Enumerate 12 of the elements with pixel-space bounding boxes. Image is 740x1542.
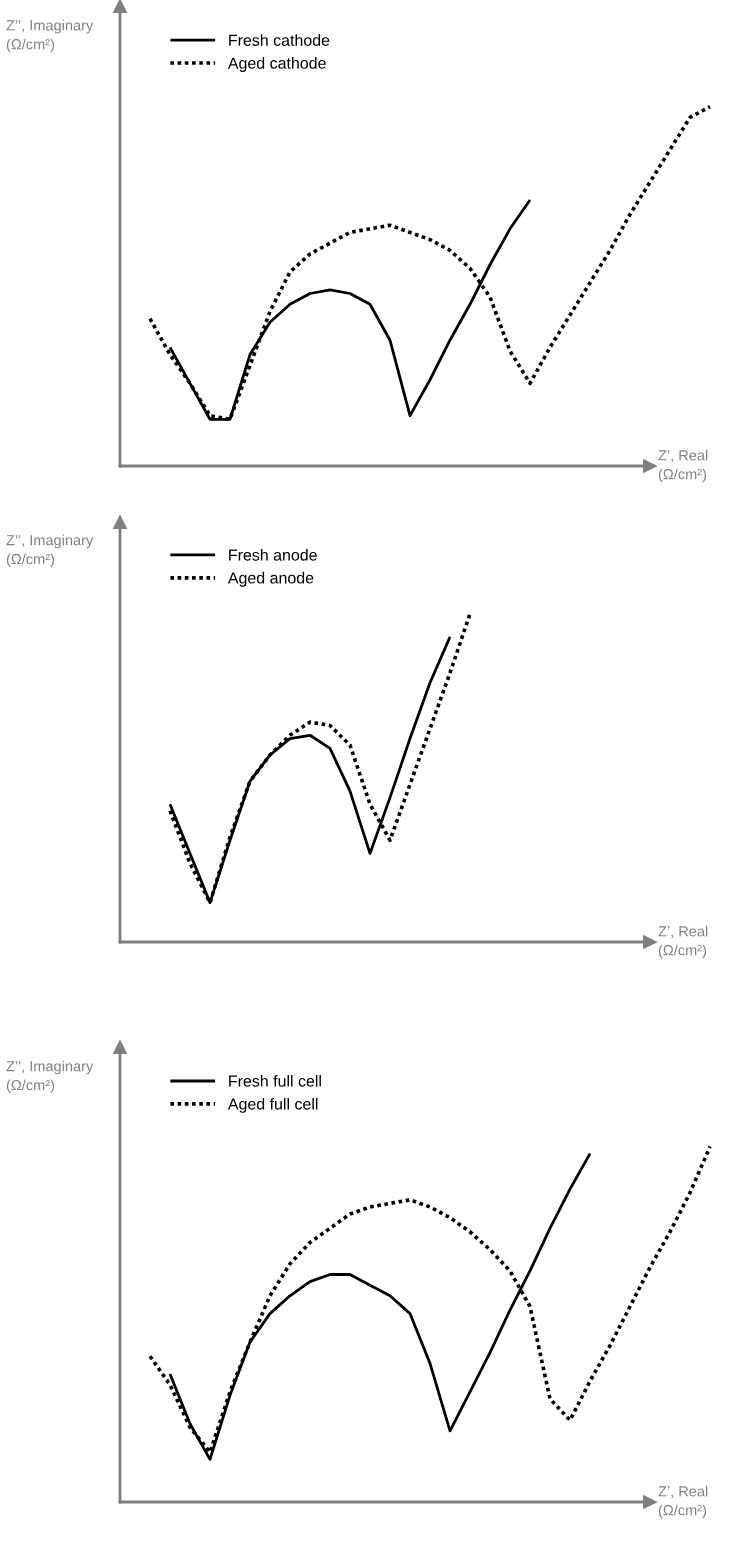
legend-label: Aged anode xyxy=(227,571,314,587)
legend-label: Aged cathode xyxy=(227,57,326,72)
y-axis-title: Z’’, Imaginary (Ω/cm²) xyxy=(6,19,94,53)
legend-label: Fresh cathode xyxy=(229,34,330,46)
x-axis-title: Z’, Real (Ω/cm²) xyxy=(658,449,708,483)
y-axis-title: Z’’, Imaginary (Ω/cm²) xyxy=(6,1060,94,1094)
y-axis-title: Z’’, Imaginary (Ω/cm²) xyxy=(6,534,94,568)
legend-label: Fresh full cell xyxy=(229,1075,321,1087)
legend-label: Aged full cell xyxy=(227,1097,318,1113)
legend-label: Fresh anode xyxy=(229,548,317,561)
x-axis-title: Z’, Real (Ω/cm²) xyxy=(658,925,708,959)
x-axis-title: Z’, Real (Ω/cm²) xyxy=(658,1485,708,1519)
